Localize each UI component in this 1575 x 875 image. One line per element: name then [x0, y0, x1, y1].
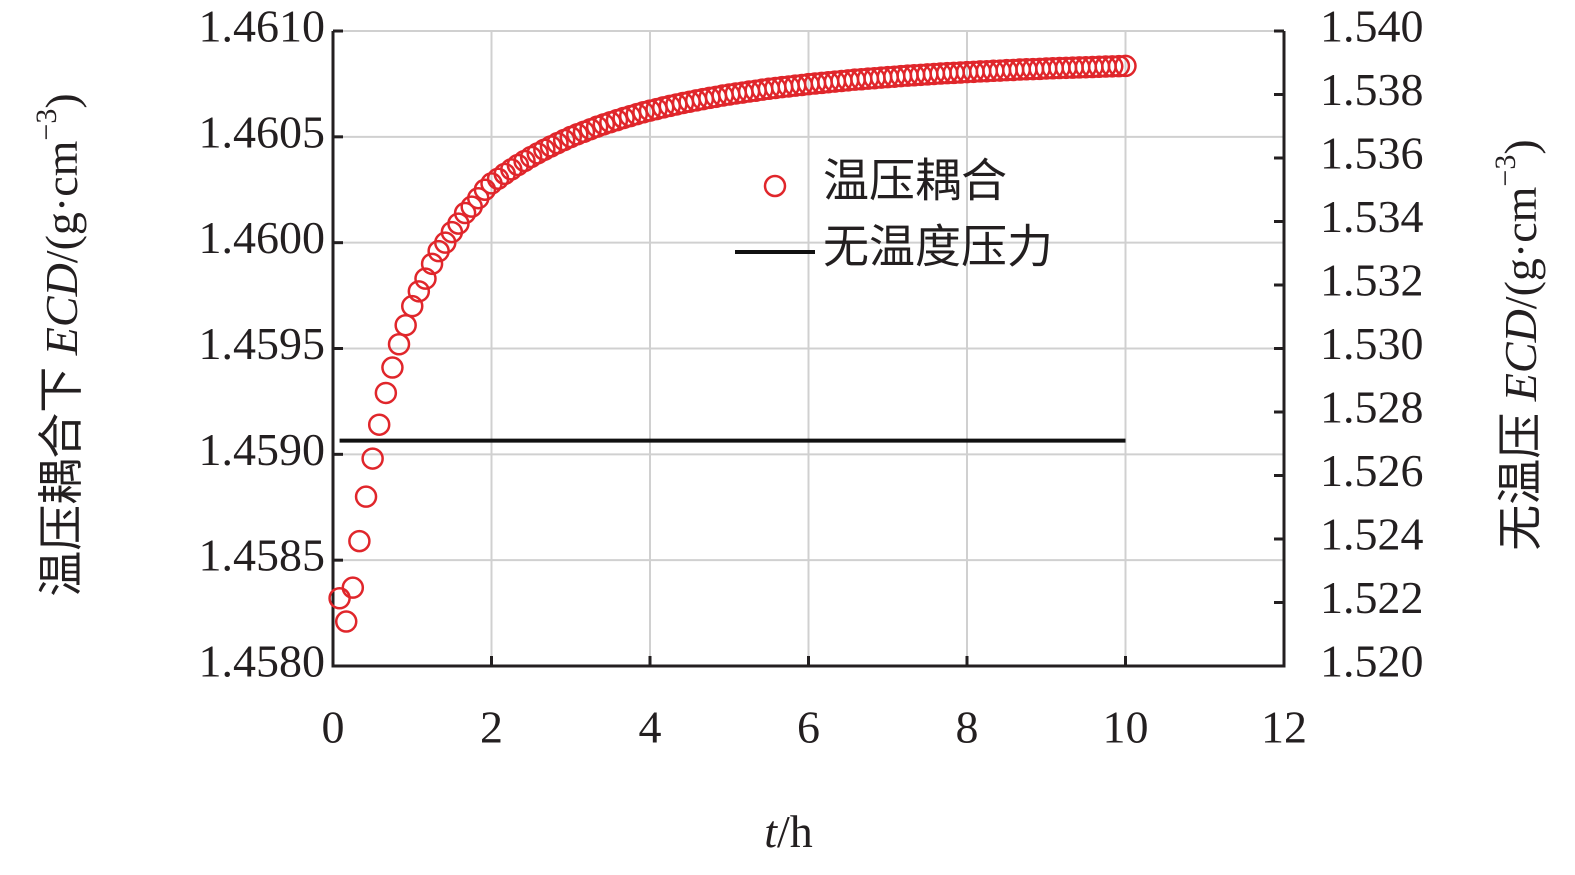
data-point — [341, 576, 365, 599]
data-point — [1107, 54, 1131, 78]
axis-frame — [331, 31, 1286, 668]
data-point — [401, 294, 424, 318]
y2-axis-label-part: −3 — [1489, 155, 1522, 187]
x-tick-label: 4 — [639, 702, 662, 753]
data-point — [348, 529, 371, 553]
y2-tick-label: 1.528 — [1320, 382, 1424, 433]
x-tick-label: 10 — [1103, 702, 1149, 753]
y-tick-label: 1.4585 — [199, 530, 326, 581]
y2-axis-label: 无温压 ECD/(g·cm−3) — [1489, 139, 1545, 550]
y2-axis-label-part: /(g·cm — [1495, 186, 1546, 309]
y-tick-label: 1.4610 — [199, 1, 326, 52]
y-tick-label: 1.4590 — [199, 424, 326, 475]
y-tick-label: 1.4605 — [199, 106, 326, 157]
y2-axis-label-part: ) — [1495, 139, 1546, 154]
y2-axis-label-part: ECD — [1495, 309, 1546, 402]
y2-axis-label-part: 无温压 — [1495, 401, 1546, 551]
y-tick-label: 1.4580 — [199, 636, 326, 687]
data-point — [407, 280, 431, 303]
legend-marker — [763, 174, 787, 198]
x-axis-label-part: t — [764, 806, 778, 857]
y2-tick-label: 1.530 — [1320, 318, 1424, 369]
data-point — [1114, 54, 1137, 78]
data-point — [354, 485, 378, 508]
y-axis-label-part: ECD — [36, 263, 87, 356]
data-point — [394, 313, 417, 337]
y2-tick-label: 1.526 — [1320, 445, 1424, 496]
y2-tick-label: 1.536 — [1320, 128, 1424, 179]
x-axis-label-part: /h — [777, 806, 813, 857]
data-point — [374, 381, 398, 405]
y-axis-label-part: −3 — [30, 109, 63, 141]
data-point — [334, 610, 358, 633]
x-tick-label: 6 — [797, 702, 820, 753]
y-tick-label: 1.4595 — [199, 318, 326, 369]
y-axis-label-part: /(g·cm — [36, 140, 87, 263]
x-tick-label: 2 — [480, 702, 503, 753]
legend-label: 温压耦合 — [823, 156, 1007, 207]
data-point — [381, 356, 404, 379]
data-point — [414, 267, 437, 290]
data-point — [420, 252, 444, 276]
x-axis-label: t/h — [764, 806, 813, 857]
y-axis-label-part: 温压耦合下 — [36, 355, 87, 597]
y2-tick-label: 1.534 — [1320, 191, 1424, 242]
legend-label: 无温度压力 — [823, 222, 1053, 273]
y-axis-label-part: ) — [36, 93, 87, 108]
y2-tick-label: 1.520 — [1320, 636, 1424, 687]
y2-tick-label: 1.538 — [1320, 64, 1424, 115]
data-point — [387, 333, 411, 356]
data-point — [453, 201, 477, 225]
data-point — [1101, 55, 1124, 78]
y2-tick-label: 1.540 — [1320, 1, 1424, 52]
x-tick-label: 8 — [956, 702, 979, 753]
y-axis-label: 温压耦合下 ECD/(g·cm−3) — [30, 93, 86, 596]
y2-tick-label: 1.532 — [1320, 255, 1424, 306]
data-point — [367, 413, 391, 436]
y2-tick-label: 1.522 — [1320, 572, 1424, 623]
y2-tick-label: 1.524 — [1320, 509, 1424, 560]
data-point — [361, 447, 384, 470]
data-point — [473, 178, 497, 201]
y-tick-label: 1.4600 — [199, 212, 326, 263]
x-tick-label: 0 — [322, 702, 345, 753]
x-tick-label: 12 — [1261, 702, 1307, 753]
